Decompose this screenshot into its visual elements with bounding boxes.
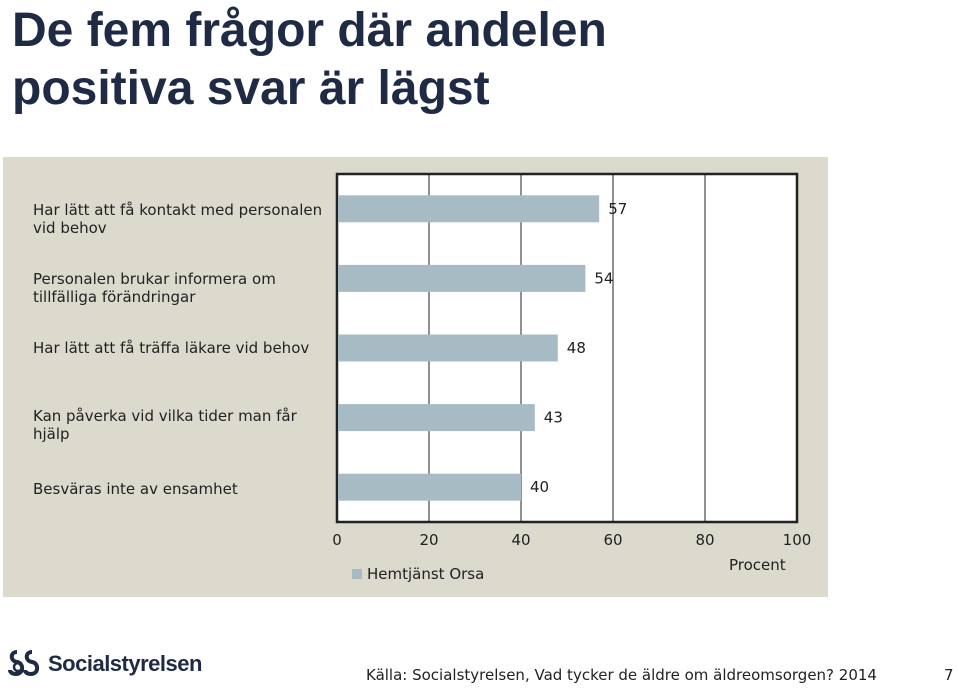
bar-3 (338, 334, 558, 362)
data-label-4: 43 (544, 409, 563, 427)
x-tick-label-100: 100 (783, 531, 812, 549)
category-label-5: Besväras inte av ensamhet (33, 480, 238, 498)
legend: Hemtjänst Orsa (352, 565, 484, 583)
logo: Socialstyrelsen (8, 648, 202, 680)
data-label-3: 48 (567, 339, 586, 357)
title-line-2: positiva svar är lägst (12, 62, 490, 115)
bar-4 (338, 404, 535, 432)
page-number: 7 (944, 666, 954, 684)
x-axis-label: Procent (729, 556, 786, 574)
socialstyrelsen-logo-icon (8, 650, 40, 677)
category-label-1: Har lätt att få kontakt med personalen vi… (33, 201, 323, 237)
x-tick-label-20: 20 (419, 531, 438, 549)
category-label-2: Personalen brukar informera om tillfällig… (33, 270, 276, 306)
legend-label: Hemtjänst Orsa (367, 565, 485, 583)
bar-2 (338, 264, 586, 292)
category-label-3: Har lätt att få träffa läkare vid behov (33, 339, 310, 357)
source-note: Källa: Socialstyrelsen, Vad tycker de äl… (366, 666, 877, 684)
x-tick-label-80: 80 (695, 531, 714, 549)
legend-swatch (352, 569, 362, 579)
bar-chart: 57 54 48 43 40 0 20 40 60 80 100 (332, 172, 812, 549)
x-tick-label-60: 60 (603, 531, 622, 549)
data-label-2: 54 (594, 269, 613, 287)
logo-text: Socialstyrelsen (48, 651, 202, 676)
x-tick-label-0: 0 (332, 531, 342, 549)
bar-1 (338, 195, 600, 223)
chart-panel: 57 54 48 43 40 0 20 40 60 80 100 Har lätt att få … (3, 157, 828, 597)
bar-5 (338, 473, 521, 501)
data-label-5: 40 (530, 478, 549, 496)
x-tick-label-40: 40 (511, 531, 530, 549)
page-title: De fem frågor där andelen positiva svar … (12, 2, 912, 118)
title-line-1: De fem frågor där andelen (12, 4, 607, 57)
data-label-1: 57 (608, 200, 627, 218)
category-label-4: Kan påverka vid vilka tider man får hjälp (33, 407, 297, 443)
